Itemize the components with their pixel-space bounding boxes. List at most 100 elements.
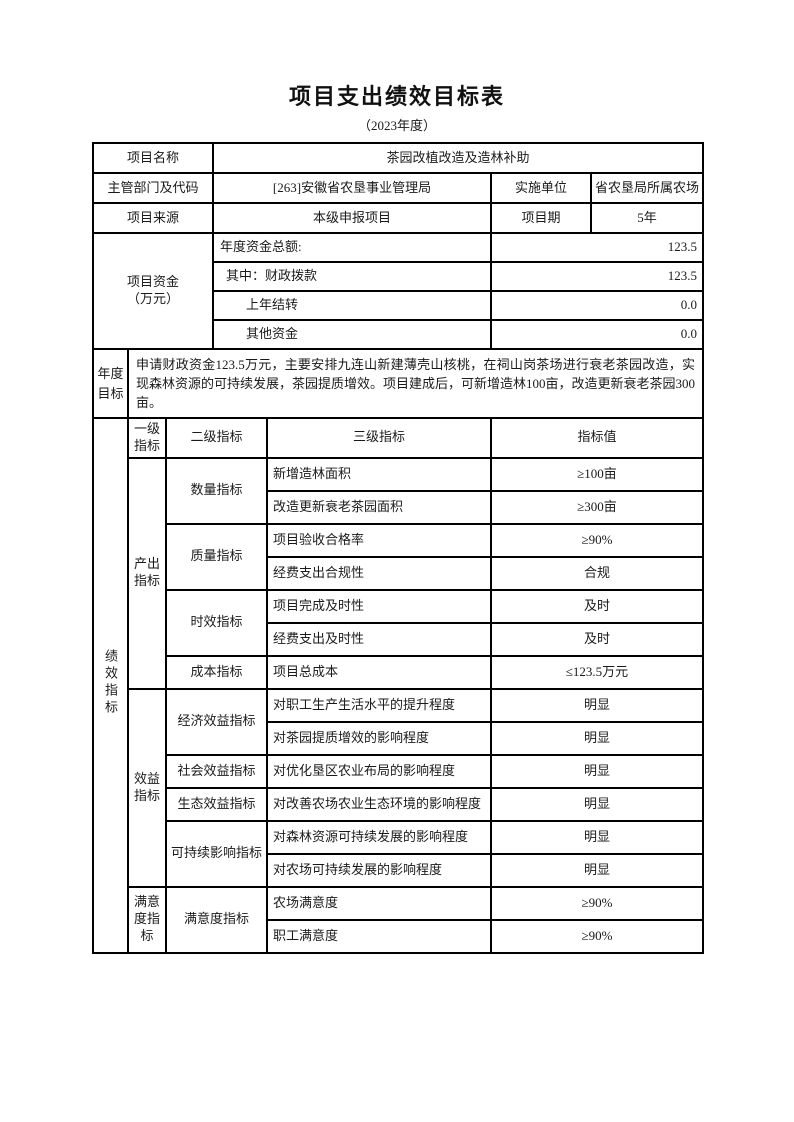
l2-sustainability-cell: 可持续影响指标	[165, 819, 268, 888]
l3-indicator-cell: 项目验收合格率	[266, 522, 492, 558]
indicators-table: 绩效指标 一级指标 二级指标 三级指标 指标值 产出指标 数量指标 新增造林面积…	[92, 417, 704, 954]
table-row: 项目来源 本级申报项目 项目期 5年	[92, 202, 704, 234]
header-value-cell: 指标值	[490, 417, 704, 459]
indicator-value-cell: 合规	[490, 555, 704, 591]
performance-side-label-cell: 绩效指标	[92, 417, 129, 954]
fund-carryover-value-cell: 0.0	[490, 290, 704, 321]
project-info-table: 项目名称 茶园改植改造及造林补助 主管部门及代码 [263]安徽省农垦事业管理局…	[92, 142, 704, 350]
annual-target-text-cell: 申请财政资金123.5万元，主要安排九连山新建薄壳山核桃，在祠山岗茶场进行衰老茶…	[127, 348, 704, 419]
l3-indicator-cell: 对优化垦区农业布局的影响程度	[266, 753, 492, 789]
fund-total-label-cell: 年度资金总额:	[212, 232, 492, 263]
table-row: 质量指标 项目验收合格率 ≥90%	[93, 522, 704, 591]
impl-unit-label-cell: 实施单位	[490, 172, 592, 204]
table-row: 时效指标 项目完成及时性 及时	[93, 588, 704, 657]
annual-target-label-cell: 年度目标	[92, 348, 129, 419]
fund-other-value-cell: 0.0	[490, 319, 704, 350]
indicator-value-cell: 明显	[490, 720, 704, 756]
impl-unit-value-cell: 省农垦局所属农场	[590, 172, 704, 204]
indicator-value-cell: 明显	[490, 687, 704, 723]
l2-quantity-cell: 数量指标	[165, 456, 268, 525]
indicator-value-cell: 明显	[490, 819, 704, 855]
table-row: 可持续影响指标 对森林资源可持续发展的影响程度 明显	[93, 819, 704, 888]
l3-indicator-cell: 对改善农场农业生态环境的影响程度	[266, 786, 492, 822]
table-row: 社会效益指标 对优化垦区农业布局的影响程度 明显	[93, 753, 704, 789]
header-level1-cell: 一级指标	[127, 417, 167, 459]
table-row: 项目资金 （万元） 年度资金总额: 123.5	[92, 232, 704, 350]
dept-label-cell: 主管部门及代码	[92, 172, 214, 204]
l2-economic-cell: 经济效益指标	[165, 687, 268, 756]
l1-output-cell: 产出指标	[127, 456, 167, 690]
table-row: 满意度指标 满意度指标 农场满意度 ≥90%	[93, 885, 704, 954]
fund-total-value-cell: 123.5	[490, 232, 704, 263]
fund-fiscal-value-cell: 123.5	[490, 261, 704, 292]
table-header-row: 绩效指标 一级指标 二级指标 三级指标 指标值	[92, 417, 704, 954]
table-row: 对农场可持续发展的影响程度 明显	[93, 852, 704, 888]
funds-group-label-line2: （万元）	[126, 291, 179, 306]
fund-other-label-cell: 其他资金	[212, 319, 492, 350]
table-row: 效益指标 经济效益指标 对职工生产生活水平的提升程度 明显	[93, 687, 704, 888]
table-row: 成本指标 项目总成本 ≤123.5万元	[93, 654, 704, 690]
l3-indicator-cell: 经费支出及时性	[266, 621, 492, 657]
indicator-value-cell: 明显	[490, 852, 704, 888]
l3-indicator-cell: 新增造林面积	[266, 456, 492, 492]
funds-group-label-cell: 项目资金 （万元）	[92, 232, 214, 350]
header-level2-cell: 二级指标	[165, 417, 268, 459]
l1-benefit-cell: 效益指标	[127, 687, 167, 888]
table-row: 其中：财政拨款 123.5	[93, 261, 704, 292]
l2-social-cell: 社会效益指标	[165, 753, 268, 789]
performance-side-label: 绩效指标	[103, 648, 118, 717]
table-row: 生态效益指标 对改善农场农业生态环境的影响程度 明显	[93, 786, 704, 822]
l3-indicator-cell: 经费支出合规性	[266, 555, 492, 591]
table-row: 职工满意度 ≥90%	[93, 918, 704, 954]
dept-value-cell: [263]安徽省农垦事业管理局	[212, 172, 492, 204]
fund-fiscal-label-cell: 其中：财政拨款	[212, 261, 492, 292]
indicator-value-cell: 及时	[490, 621, 704, 657]
table-row: 年度目标 申请财政资金123.5万元，主要安排九连山新建薄壳山核桃，在祠山岗茶场…	[92, 348, 704, 419]
l3-indicator-cell: 对职工生产生活水平的提升程度	[266, 687, 492, 723]
l3-indicator-cell: 对茶园提质增效的影响程度	[266, 720, 492, 756]
l3-indicator-cell: 对农场可持续发展的影响程度	[266, 852, 492, 888]
l1-satisfaction-cell: 满意度指标	[127, 885, 167, 954]
table-row: 上年结转 0.0	[93, 290, 704, 321]
table-row: 经费支出合规性 合规	[93, 555, 704, 591]
l2-cost-cell: 成本指标	[165, 654, 268, 690]
l3-indicator-cell: 职工满意度	[266, 918, 492, 954]
indicator-value-cell: ≥90%	[490, 918, 704, 954]
indicator-value-cell: ≥90%	[490, 885, 704, 921]
indicator-value-cell: ≤123.5万元	[490, 654, 704, 690]
period-label-cell: 项目期	[490, 202, 592, 234]
page-title: 项目支出绩效目标表	[288, 84, 505, 109]
l2-ecological-cell: 生态效益指标	[165, 786, 268, 822]
l3-indicator-cell: 农场满意度	[266, 885, 492, 921]
source-value-cell: 本级申报项目	[212, 202, 492, 234]
indicator-value-cell: ≥90%	[490, 522, 704, 558]
annual-target-table: 年度目标 申请财政资金123.5万元，主要安排九连山新建薄壳山核桃，在祠山岗茶场…	[92, 348, 704, 419]
source-label-cell: 项目来源	[92, 202, 214, 234]
fund-carryover-label-cell: 上年结转	[212, 290, 492, 321]
table-row: 经费支出及时性 及时	[93, 621, 704, 657]
l3-indicator-cell: 项目完成及时性	[266, 588, 492, 624]
indicator-value-cell: ≥100亩	[490, 456, 704, 492]
funds-group-label-line1: 项目资金	[126, 274, 179, 290]
table-row: 项目名称 茶园改植改造及造林补助	[92, 142, 704, 174]
indicator-value-cell: 明显	[490, 753, 704, 789]
l3-indicator-cell: 对森林资源可持续发展的影响程度	[266, 819, 492, 855]
l2-quality-cell: 质量指标	[165, 522, 268, 591]
l2-timeliness-cell: 时效指标	[165, 588, 268, 657]
page-subtitle: （2023年度）	[357, 118, 436, 133]
table-row: 主管部门及代码 [263]安徽省农垦事业管理局 实施单位 省农垦局所属农场	[92, 172, 704, 204]
l3-indicator-cell: 改造更新衰老茶园面积	[266, 489, 492, 525]
project-name-value-cell: 茶园改植改造及造林补助	[212, 142, 704, 174]
indicator-value-cell: 及时	[490, 588, 704, 624]
l2-satisfaction-cell: 满意度指标	[165, 885, 268, 954]
table-row: 改造更新衰老茶园面积 ≥300亩	[93, 489, 704, 525]
project-name-label-cell: 项目名称	[92, 142, 214, 174]
indicator-value-cell: 明显	[490, 786, 704, 822]
table-row: 对茶园提质增效的影响程度 明显	[93, 720, 704, 756]
indicator-value-cell: ≥300亩	[490, 489, 704, 525]
header-level3-cell: 三级指标	[266, 417, 492, 459]
table-row: 产出指标 数量指标 新增造林面积 ≥100亩	[93, 456, 704, 690]
period-value-cell: 5年	[590, 202, 704, 234]
l3-indicator-cell: 项目总成本	[266, 654, 492, 690]
